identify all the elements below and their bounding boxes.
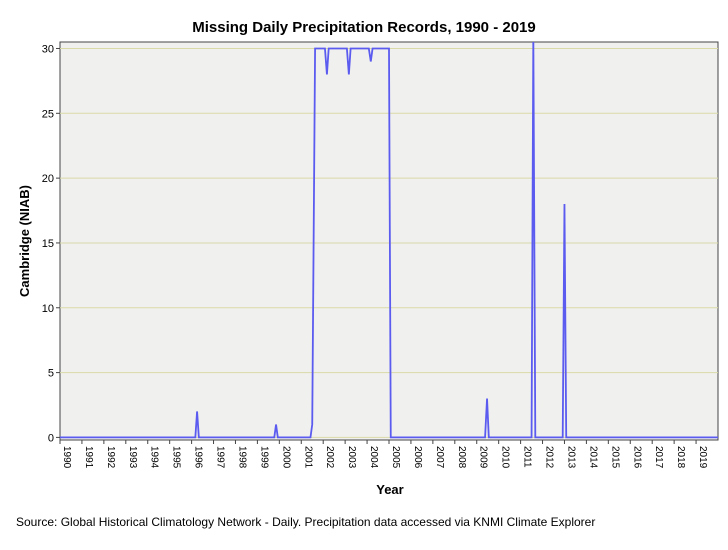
source-note: Source: Global Historical Climatology Ne… [16,515,595,529]
x-tick-label: 2012 [544,446,555,469]
x-tick-label: 2015 [609,446,620,469]
x-tick-label: 2000 [280,446,291,469]
x-tick-label: 2019 [697,446,708,469]
chart-title: Missing Daily Precipitation Records, 199… [192,19,535,36]
y-tick-label: 30 [42,43,54,55]
x-tick-label: 2006 [412,446,423,469]
x-tick-label: 1992 [105,446,116,469]
x-tick-label: 2014 [587,446,598,469]
x-tick-label: 1997 [215,446,226,469]
x-tick-label: 1991 [83,446,94,469]
ticks: 0 5 10 15 20 25 30 1990 1991 1992 1993 1994 1995 1996… [42,43,708,468]
x-tick-label: 2011 [522,446,533,468]
x-axis-label: Year [376,482,403,497]
x-tick-label: 2017 [653,446,664,469]
y-tick-label: 15 [42,238,54,250]
x-tick-label: 2002 [324,446,335,469]
y-tick-label: 20 [42,173,54,185]
lines [60,42,718,439]
x-tick-label: 2001 [302,446,313,469]
y-axis-label: Cambridge (NIAB) [17,185,32,297]
x-tick-label: 1994 [149,446,160,469]
x-tick-label: 2004 [368,446,379,469]
x-tick-label: 2008 [456,446,467,469]
x-tick-label: 2013 [565,446,576,469]
x-tick-label: 1995 [171,446,182,469]
x-tick-label: 2007 [434,446,445,469]
x-tick-label: 2003 [346,446,357,469]
y-tick-label: 5 [48,368,54,380]
x-tick-label: 2009 [478,446,489,469]
y-tick-label: 0 [48,432,54,444]
x-tick-label: 1990 [61,446,72,469]
x-tick-label: 1993 [127,446,138,469]
x-tick-label: 2016 [631,446,642,469]
series-line [60,42,718,439]
y-tick-label: 10 [42,303,54,315]
x-tick-label: 1996 [193,446,204,469]
x-tick-label: 1998 [236,446,247,469]
x-tick-label: 2018 [675,446,686,469]
x-tick-label: 2005 [390,446,401,469]
x-tick-label: 1999 [258,446,269,469]
y-tick-label: 25 [42,108,54,120]
x-tick-label: 2010 [500,446,511,469]
